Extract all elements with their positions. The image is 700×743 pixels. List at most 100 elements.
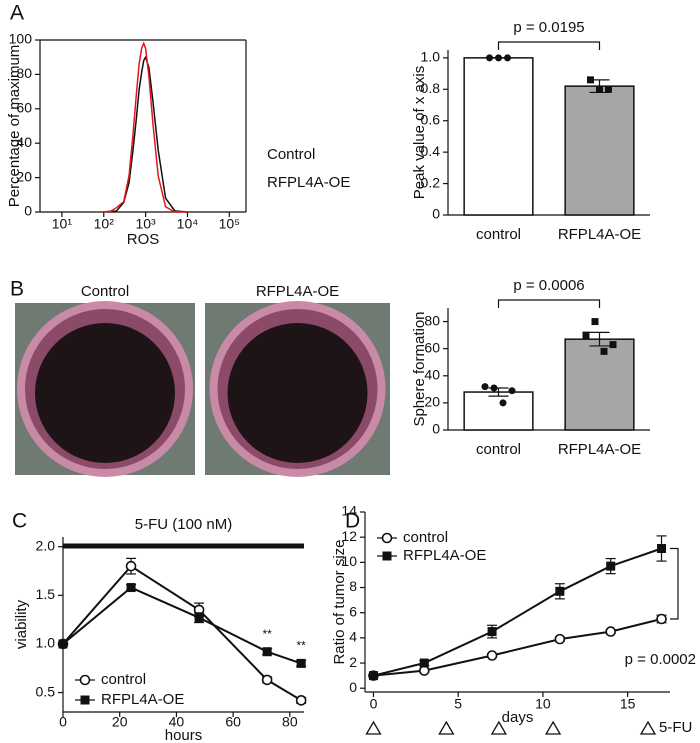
marker [296,658,306,668]
x-tick-label: 10² [94,216,115,232]
y-tick-label: 6 [349,603,357,619]
legend-triangle [639,720,657,735]
well-medium [35,323,175,463]
marker [555,586,565,596]
bar [463,57,534,216]
data-point [582,331,590,339]
y-axis-label: Percentage of maximum [6,45,23,208]
x-tick-label: 40 [169,714,185,730]
bar [564,338,635,431]
treatment-triangle [438,720,455,735]
marker [262,647,272,657]
legend-label: RFPL4A-OE [267,174,350,191]
y-tick-label: 80 [16,65,32,81]
data-point [504,54,511,62]
marker [295,695,307,706]
data-point [495,54,502,62]
x-tick-label: 10¹ [52,216,73,232]
x-tick-label: 60 [225,714,241,730]
legend-marker [79,674,91,686]
y-tick-label: 12 [341,528,357,544]
p-value: p = 0.0006 [513,277,584,294]
significance-label: ** [296,639,306,653]
marker [656,613,667,625]
y-tick-label: 40 [424,366,440,382]
marker [486,650,498,661]
panel-letter: D [345,510,360,533]
photo-label: Control [81,283,129,300]
x-tick-label: 5 [454,696,462,712]
data-point [499,399,507,407]
y-tick-label: 60 [424,339,440,355]
y-axis-label: Sphere formation [411,311,428,426]
y-tick-label: 0 [24,203,32,219]
y-tick-label: 0.8 [421,80,441,96]
y-tick-label: 8 [349,578,357,594]
legend-label: control [101,671,146,688]
series-line [373,618,662,677]
y-tick-label: 40 [16,134,32,150]
data-point [490,384,498,392]
significance-label: ** [262,627,272,641]
marker [194,613,204,623]
y-tick-label: 2.0 [36,537,56,553]
x-tick-label: 15 [620,696,636,712]
marker [605,626,616,637]
legend-marker [80,695,90,705]
bar [463,391,534,431]
x-tick-label: 10³ [135,216,156,232]
y-tick-label: 0 [432,206,440,222]
marker [58,639,68,649]
y-tick-label: 1.5 [36,586,56,602]
legend-label: Control [267,146,315,163]
legend-marker [382,551,392,561]
marker [126,583,136,593]
legend-label: RFPL4A-OE [403,547,486,564]
histogram-curve [103,55,188,213]
y-tick-label: 10 [341,553,357,569]
y-axis-label: viability [13,599,30,649]
data-point [600,347,608,355]
y-tick-label: 0 [349,679,357,695]
legend-label: control [403,529,448,546]
x-tick-label: 10⁵ [219,216,240,232]
y-tick-label: 0.2 [421,174,441,190]
marker [261,674,273,686]
y-tick-label: 0 [432,421,440,437]
x-tick-label: 10 [535,696,551,712]
data-point [481,383,489,391]
y-tick-label: 20 [424,394,440,410]
y-tick-label: 20 [16,168,32,184]
y-tick-label: 80 [424,312,440,328]
y-tick-label: 14 [341,503,357,519]
marker [606,561,616,571]
p-value: p = 0.0195 [513,19,584,36]
marker [657,544,667,554]
x-tick-label: 0 [370,696,378,712]
marker [487,627,497,637]
data-point [609,341,617,349]
histogram-curve [103,41,188,213]
data-point [591,318,599,326]
series-line [373,547,662,677]
treatment-triangle [365,720,382,735]
data-point [486,54,493,62]
data-point [587,76,594,84]
y-tick-label: 60 [16,100,32,116]
marker [554,633,566,645]
x-tick-label: RFPL4A-OE [558,441,641,458]
panel-letter: C [12,510,27,533]
x-axis-label: days [502,709,534,726]
x-tick-label: 0 [59,714,67,730]
x-tick-label: 80 [282,714,298,730]
panel-letter: B [10,278,24,301]
y-tick-label: 0.6 [421,111,441,127]
x-tick-label: 20 [112,714,128,730]
treatment-label: 5-FU (100 nM) [135,516,233,533]
y-axis-label: Peak value of x axis [411,66,428,199]
y-tick-label: 100 [9,31,33,47]
marker [368,671,378,681]
x-tick-label: RFPL4A-OE [558,226,641,243]
well-medium [227,323,368,463]
